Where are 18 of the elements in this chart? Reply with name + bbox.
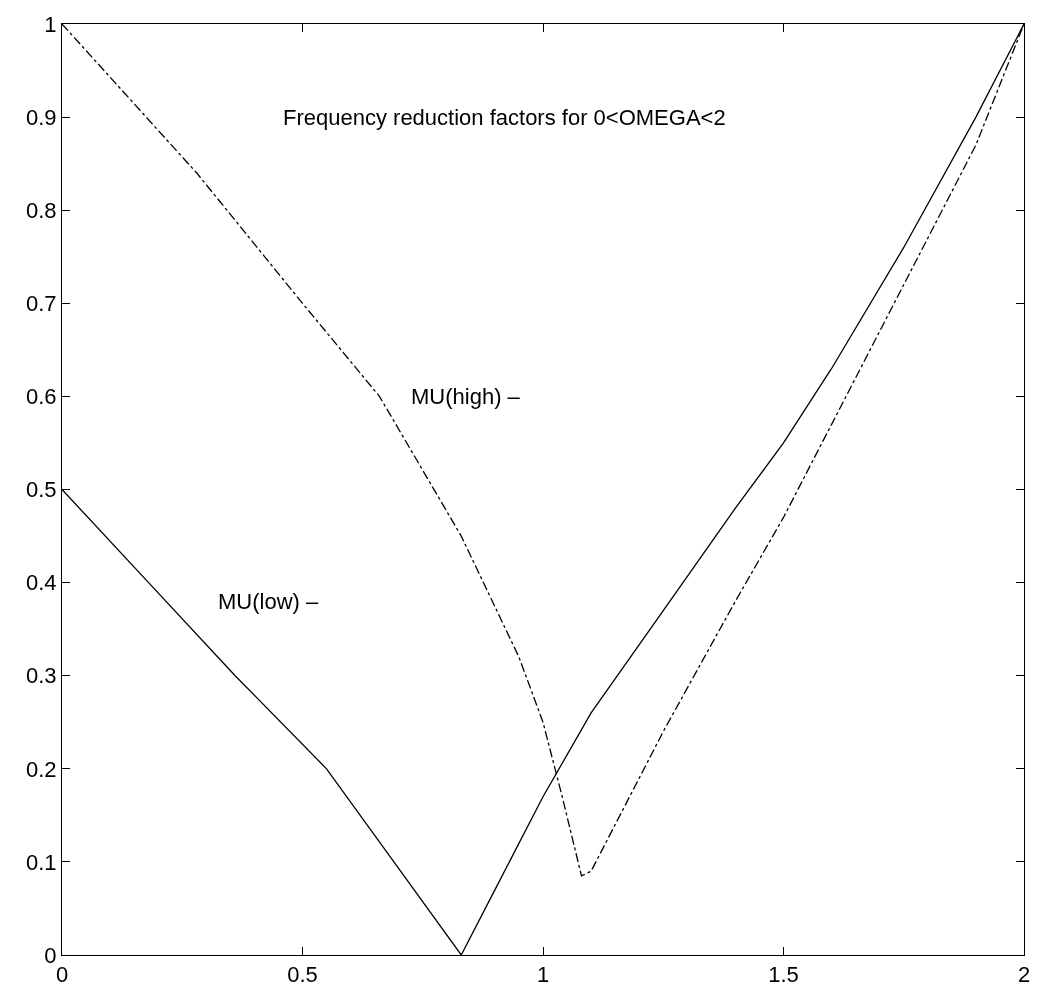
x-tick-label: 1: [536, 962, 550, 988]
y-tick-label: 0.3: [26, 663, 57, 689]
annotation: MU(low) –: [218, 589, 319, 614]
y-tick-label: 0.5: [26, 477, 57, 503]
text: Frequency reduction factors for 0<OMEGA<2: [283, 105, 726, 130]
annotation: MU(high) –: [411, 384, 521, 409]
y-tick-label: 0.7: [26, 291, 57, 316]
x-tick-label: 0.5: [287, 962, 318, 988]
y-tick-label: 0.8: [26, 197, 57, 223]
y-tick-label: 0.1: [26, 849, 57, 875]
y-tick-label: 0.4: [26, 570, 57, 596]
y-tick-label: 1: [44, 11, 57, 37]
y-tick-label: 0.6: [26, 384, 57, 410]
y-tick-label: 0: [44, 942, 57, 968]
y-tick-label: 0.2: [26, 756, 57, 782]
y-tick-label: 0.9: [26, 104, 57, 130]
x-tick-label: 2: [1017, 962, 1031, 988]
x-tick-label: 1.5: [768, 962, 799, 988]
